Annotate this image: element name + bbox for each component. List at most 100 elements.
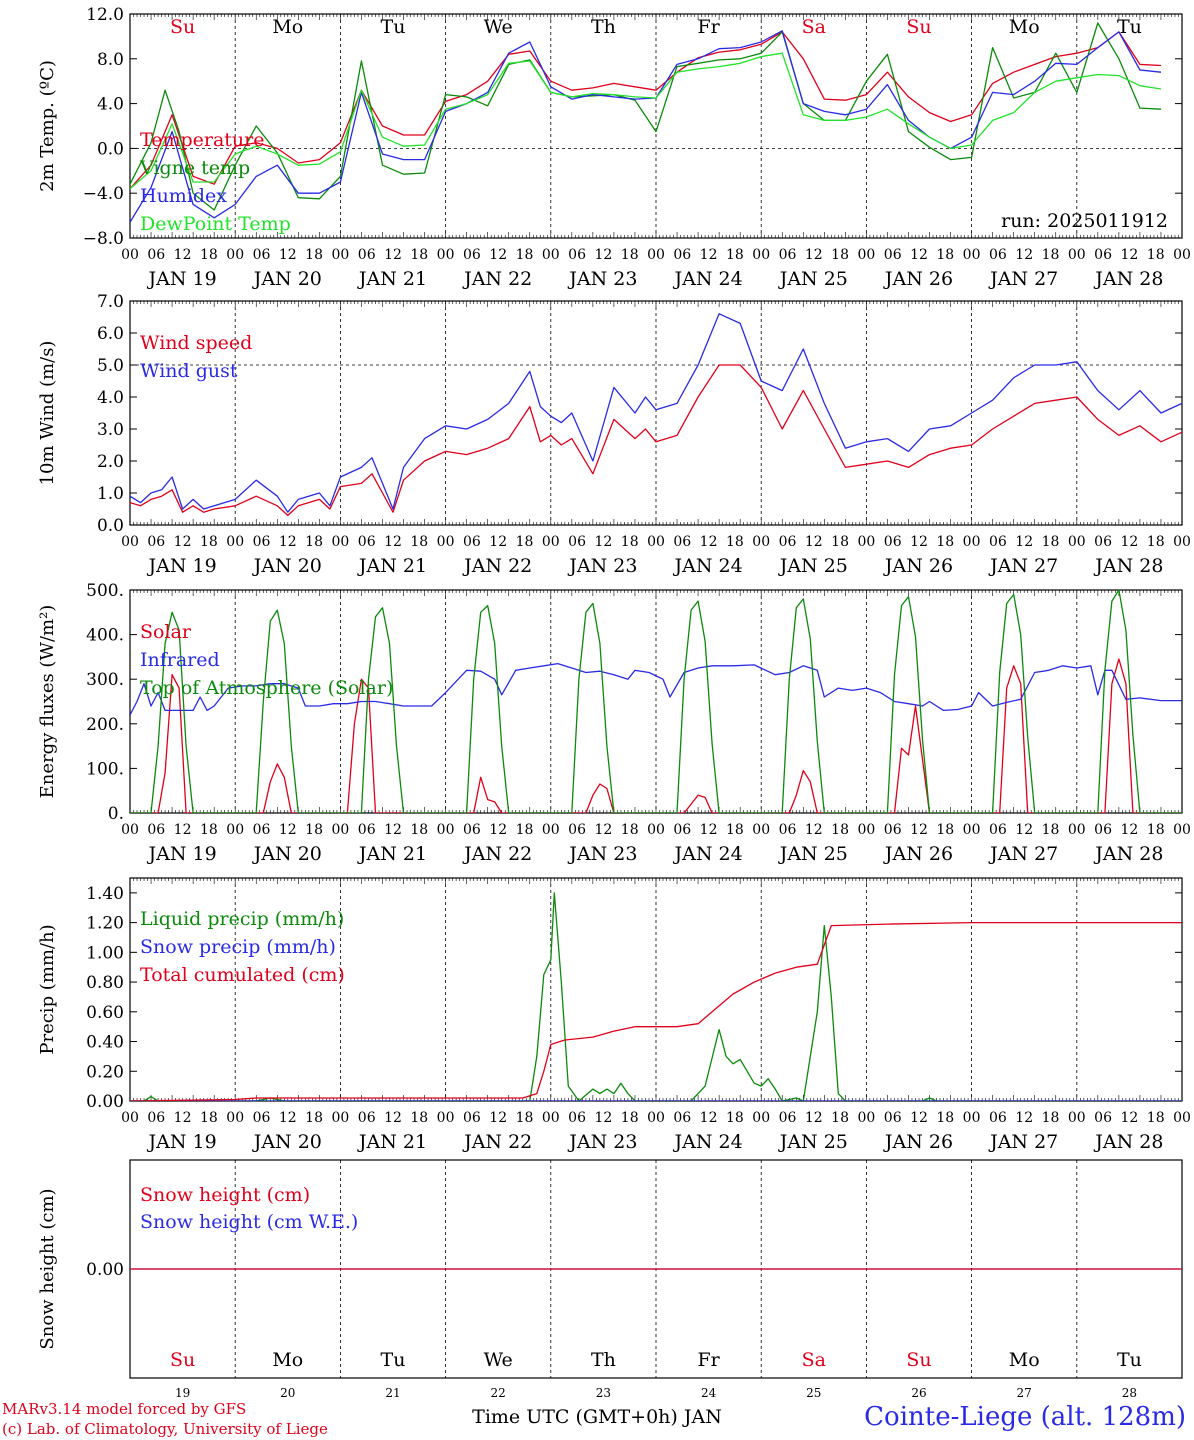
y-tick-label: 0.60 <box>86 1003 124 1023</box>
day-number-label: 28 <box>1122 1386 1137 1400</box>
hour-tick-label: 06 <box>1094 247 1112 263</box>
y-tick-label: 1.40 <box>86 884 124 904</box>
day-number-label: 20 <box>280 1386 295 1400</box>
hour-tick-label: 12 <box>1015 247 1033 263</box>
hour-tick-label: 12 <box>805 822 823 838</box>
hour-tick-label: 18 <box>516 822 534 838</box>
hour-tick-label: 12 <box>910 247 928 263</box>
date-label: JAN 27 <box>988 268 1058 290</box>
date-label: JAN 25 <box>778 555 848 577</box>
hour-tick-label: 06 <box>147 822 165 838</box>
hour-tick-label: 00 <box>437 247 455 263</box>
date-label: JAN 19 <box>147 843 217 865</box>
weekday-label: Su <box>170 16 195 38</box>
legend-entry: Solar <box>140 621 192 643</box>
plot-frame <box>129 300 1183 526</box>
date-label: JAN 21 <box>357 268 427 290</box>
day-number-label: 24 <box>701 1386 717 1400</box>
hour-tick-label: 00 <box>752 822 770 838</box>
series-line <box>130 30 1162 223</box>
hour-tick-label: 00 <box>542 822 560 838</box>
y-tick-label: 4.0 <box>97 95 124 115</box>
y-axis-label: Snow height (cm) <box>37 1188 58 1349</box>
weekday-label: Tu <box>381 1349 406 1371</box>
date-label: JAN 23 <box>567 843 637 865</box>
hour-tick-label: 00 <box>1173 534 1191 550</box>
y-tick-label: 8.0 <box>97 50 124 70</box>
date-label: JAN 20 <box>252 1131 322 1153</box>
hour-tick-label: 12 <box>700 822 718 838</box>
panel-3: 0. 100. 200. 300. 400. 500. Energy fluxes (W/m… <box>37 581 1191 865</box>
hour-tick-label: 00 <box>331 1110 349 1126</box>
date-label: JAN 26 <box>883 1131 953 1153</box>
day-number-label: 19 <box>175 1386 190 1400</box>
legend-entry: Total cumulated (cm) <box>140 964 345 986</box>
hour-tick-label: 00 <box>857 247 875 263</box>
series-line <box>130 892 1182 1101</box>
hour-tick-label: 18 <box>831 1110 849 1126</box>
hour-tick-label: 12 <box>279 1110 297 1126</box>
hour-tick-label: 00 <box>963 1110 981 1126</box>
hour-tick-label: 12 <box>384 534 402 550</box>
hour-tick-label: 00 <box>1173 247 1191 263</box>
hour-tick-label: 18 <box>305 247 323 263</box>
y-tick-label: 1.0 <box>97 484 124 504</box>
hour-tick-label: 18 <box>1147 822 1165 838</box>
hour-tick-label: 06 <box>568 534 586 550</box>
y-axis-label: 10m Wind (m/s) <box>37 341 58 486</box>
hour-tick-label: 12 <box>805 1110 823 1126</box>
y-tick-label: 0.0 <box>97 139 124 159</box>
hour-tick-label: 00 <box>226 534 244 550</box>
weekday-label: Mo <box>1009 16 1040 38</box>
hour-tick-label: 18 <box>410 247 428 263</box>
hour-tick-label: 06 <box>884 534 902 550</box>
hour-tick-label: 12 <box>700 534 718 550</box>
station-name: Cointe-Liege (alt. 128m) <box>864 1402 1186 1432</box>
hour-tick-label: 06 <box>673 822 691 838</box>
hour-tick-label: 18 <box>1147 534 1165 550</box>
legend-entry: Temperature <box>140 129 264 151</box>
series-group <box>130 313 1182 517</box>
hour-tick-label: 06 <box>253 822 271 838</box>
date-label: JAN 22 <box>462 1131 532 1153</box>
hour-tick-label: 06 <box>779 1110 797 1126</box>
hour-tick-label: 00 <box>752 1110 770 1126</box>
date-label: JAN 25 <box>778 1131 848 1153</box>
hour-tick-label: 12 <box>384 1110 402 1126</box>
hour-tick-label: 06 <box>673 1110 691 1126</box>
series-line <box>130 658 1182 813</box>
hour-tick-label: 06 <box>463 534 481 550</box>
hour-tick-label: 06 <box>673 534 691 550</box>
hour-tick-label: 00 <box>331 247 349 263</box>
hour-tick-label: 00 <box>226 247 244 263</box>
series-group <box>130 892 1182 1101</box>
series-line <box>130 921 1182 1101</box>
hour-tick-label: 12 <box>1015 534 1033 550</box>
date-label: JAN 19 <box>147 555 217 577</box>
hour-tick-label: 00 <box>542 247 560 263</box>
hour-tick-label: 12 <box>594 247 612 263</box>
date-label: JAN 26 <box>883 555 953 577</box>
hour-tick-label: 06 <box>253 247 271 263</box>
hour-tick-label: 06 <box>253 534 271 550</box>
hour-tick-label: 06 <box>358 1110 376 1126</box>
hour-tick-label: 12 <box>1015 822 1033 838</box>
legend-entry: Snow precip (mm/h) <box>140 936 336 958</box>
date-label: JAN 28 <box>1093 268 1163 290</box>
hour-tick-label: 18 <box>1042 1110 1060 1126</box>
y-tick-label: 0.0 <box>97 516 124 536</box>
weekday-label: Tu <box>1117 1349 1142 1371</box>
y-tick-label: 0. <box>108 804 124 824</box>
hour-tick-label: 18 <box>936 822 954 838</box>
hour-tick-label: 12 <box>174 1110 192 1126</box>
model-credit-line: MARv3.14 model forced by GFS <box>2 1400 247 1418</box>
hour-tick-label: 06 <box>253 1110 271 1126</box>
hour-tick-label: 00 <box>857 822 875 838</box>
y-tick-label: 100. <box>86 759 124 779</box>
hour-tick-label: 12 <box>910 1110 928 1126</box>
date-label: JAN 23 <box>567 1131 637 1153</box>
weekday-label: Mo <box>272 1349 303 1371</box>
date-label: JAN 24 <box>673 555 743 577</box>
date-label: JAN 19 <box>147 1131 217 1153</box>
weekday-label: Fr <box>697 16 720 38</box>
